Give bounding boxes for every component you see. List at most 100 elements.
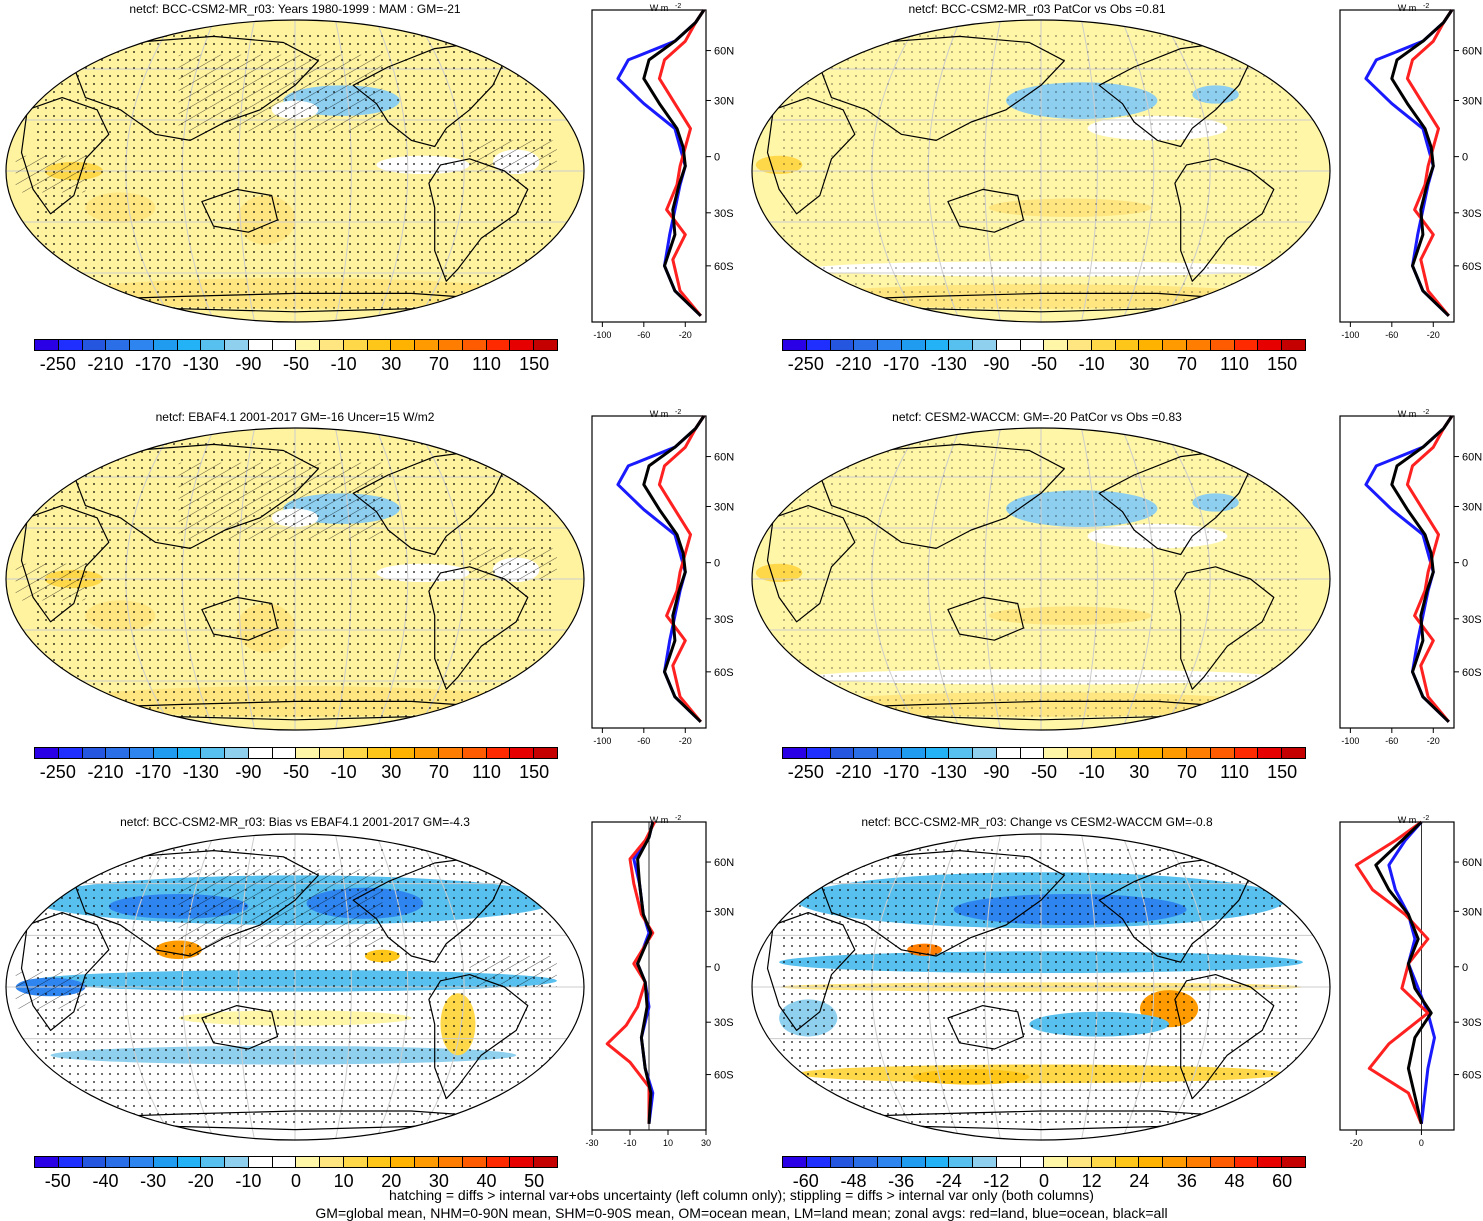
colorbar-tick-label: -170 <box>135 762 172 782</box>
colorbar-tick-label: 70 <box>428 354 449 374</box>
colorbar-swatch <box>225 340 249 350</box>
colorbar-tick-label: -10 <box>1078 762 1105 782</box>
colorbar-swatch <box>925 1157 950 1167</box>
lat-tick-label: 30N <box>714 501 734 513</box>
colorbar-tick-label: 50 <box>524 1171 545 1191</box>
colorbar-tick-label: -10 <box>330 354 357 374</box>
x-tick-label: -10 <box>623 1138 636 1148</box>
colorbar-swatch <box>1210 748 1235 758</box>
colorbar-swatch <box>462 1157 487 1167</box>
lat-tick-label: 60S <box>1462 667 1482 679</box>
colorbar-swatch <box>486 748 511 758</box>
colorbar-tick-label: 150 <box>1267 354 1298 374</box>
panel-title: netcf: BCC-CSM2-MR_r03: Bias vs EBAF4.1 … <box>120 815 470 829</box>
colorbar-tick-label: -170 <box>883 354 920 374</box>
colorbar-swatch <box>1258 340 1283 350</box>
colorbar-swatch <box>296 340 321 350</box>
colorbar-swatch <box>1163 1157 1188 1167</box>
colorbar-swatch <box>415 340 440 350</box>
colorbar-swatch <box>1282 748 1305 758</box>
zonal-mean-plot: W m -2 60N 30N 0 30S 60S -100 -60 -20 <box>591 3 734 340</box>
hatching-overlay <box>469 956 557 987</box>
colorbar-tick-label: 20 <box>381 1171 402 1191</box>
coastline <box>947 596 1025 641</box>
colorbar-swatch <box>806 340 831 350</box>
zonal-unit-superscript: -2 <box>1423 815 1429 822</box>
panel-5: netcf: BCC-CSM2-MR_r03: Bias vs EBAF4.1 … <box>0 812 740 1192</box>
zonal-avg-all-line <box>636 821 655 1124</box>
colorbar-tick-label: -10 <box>330 762 357 782</box>
coastline <box>766 97 856 215</box>
colorbar-tick-label: 30 <box>428 1171 449 1191</box>
footer-note-definitions: GM=global mean, NHM=0-90N mean, SHM=0-90… <box>315 1205 1168 1221</box>
stippling-overlay <box>779 847 1303 1127</box>
colorbar-swatch <box>367 1157 392 1167</box>
x-tick-label: -100 <box>1341 736 1359 746</box>
colorbar-swatch <box>996 1157 1021 1167</box>
coastline <box>1098 41 1252 148</box>
zonal-plot-frame <box>1339 415 1455 729</box>
colorbar-swatch <box>878 748 902 758</box>
colorbar-swatch <box>1234 748 1259 758</box>
hatching-overlay <box>15 155 86 193</box>
map-border <box>5 19 585 323</box>
colorbar-tick-label: -20 <box>187 1171 214 1191</box>
colorbar-swatch <box>130 340 154 350</box>
colorbar-tick-label: 24 <box>1129 1171 1150 1191</box>
coastline <box>73 850 319 957</box>
colorbar-swatch <box>1044 1157 1069 1167</box>
colorbar-swatch <box>878 1157 902 1167</box>
colorbar-swatch <box>901 1157 926 1167</box>
colorbar-swatch <box>58 748 83 758</box>
colorbar-swatch <box>830 340 855 350</box>
map-plot <box>751 427 1331 731</box>
lat-tick-label: 30S <box>714 208 734 220</box>
colorbar-swatch <box>1187 1157 1211 1167</box>
coastline <box>352 41 506 148</box>
x-tick-label: -60 <box>1385 330 1398 340</box>
zonal-unit-label: W m <box>1398 815 1417 825</box>
x-tick-label: -20 <box>1350 1138 1363 1148</box>
colorbar-swatch <box>534 340 557 350</box>
colorbar-swatch <box>510 340 535 350</box>
x-tick-label: -20 <box>679 330 692 340</box>
colorbar-tick-label: 30 <box>1129 354 1150 374</box>
hatching-overlay <box>469 548 557 579</box>
zonal-mean-plot: W m -2 60N 30N 0 30S 60S -100 -60 -20 <box>1339 3 1482 340</box>
lat-tick-label: 0 <box>714 152 720 164</box>
colorbar-tick-label: -170 <box>135 354 172 374</box>
colorbar-swatch <box>486 340 511 350</box>
hatching-overlay <box>469 140 557 171</box>
map-field-region <box>487 850 511 863</box>
colorbar-swatch <box>806 1157 831 1167</box>
lat-tick-label: 30N <box>1462 501 1482 513</box>
colorbar <box>34 339 558 351</box>
coastline <box>819 850 1065 957</box>
zonal-unit-superscript: -2 <box>675 409 681 416</box>
x-tick-label: -100 <box>593 330 611 340</box>
x-tick-label: -20 <box>1427 330 1440 340</box>
map-plot <box>751 833 1331 1141</box>
colorbar-swatch <box>854 748 879 758</box>
lat-tick-label: 30N <box>714 906 734 918</box>
lat-tick-label: 0 <box>1462 558 1468 570</box>
colorbar-tick-label: 70 <box>1176 762 1197 782</box>
colorbar-swatch <box>272 748 297 758</box>
colorbar-tick-label: 0 <box>290 1171 302 1191</box>
colorbar-tick-label: -60 <box>792 1171 819 1191</box>
colorbar-swatch <box>439 748 463 758</box>
colorbar-swatch <box>1091 340 1116 350</box>
colorbar-swatch <box>901 748 926 758</box>
colorbar-tick-label: 110 <box>472 354 501 374</box>
colorbar-swatch <box>35 748 59 758</box>
colorbar-swatch <box>1091 748 1116 758</box>
colorbar-swatch <box>130 1157 154 1167</box>
coastline <box>1174 974 1275 1100</box>
colorbar-swatch <box>973 340 997 350</box>
lat-tick-label: 0 <box>1462 152 1468 164</box>
colorbar-swatch <box>35 340 59 350</box>
coastline <box>766 505 856 623</box>
lat-tick-label: 30S <box>714 1017 734 1029</box>
colorbar-swatch <box>783 1157 807 1167</box>
colorbar-tick-label: 12 <box>1081 1171 1102 1191</box>
